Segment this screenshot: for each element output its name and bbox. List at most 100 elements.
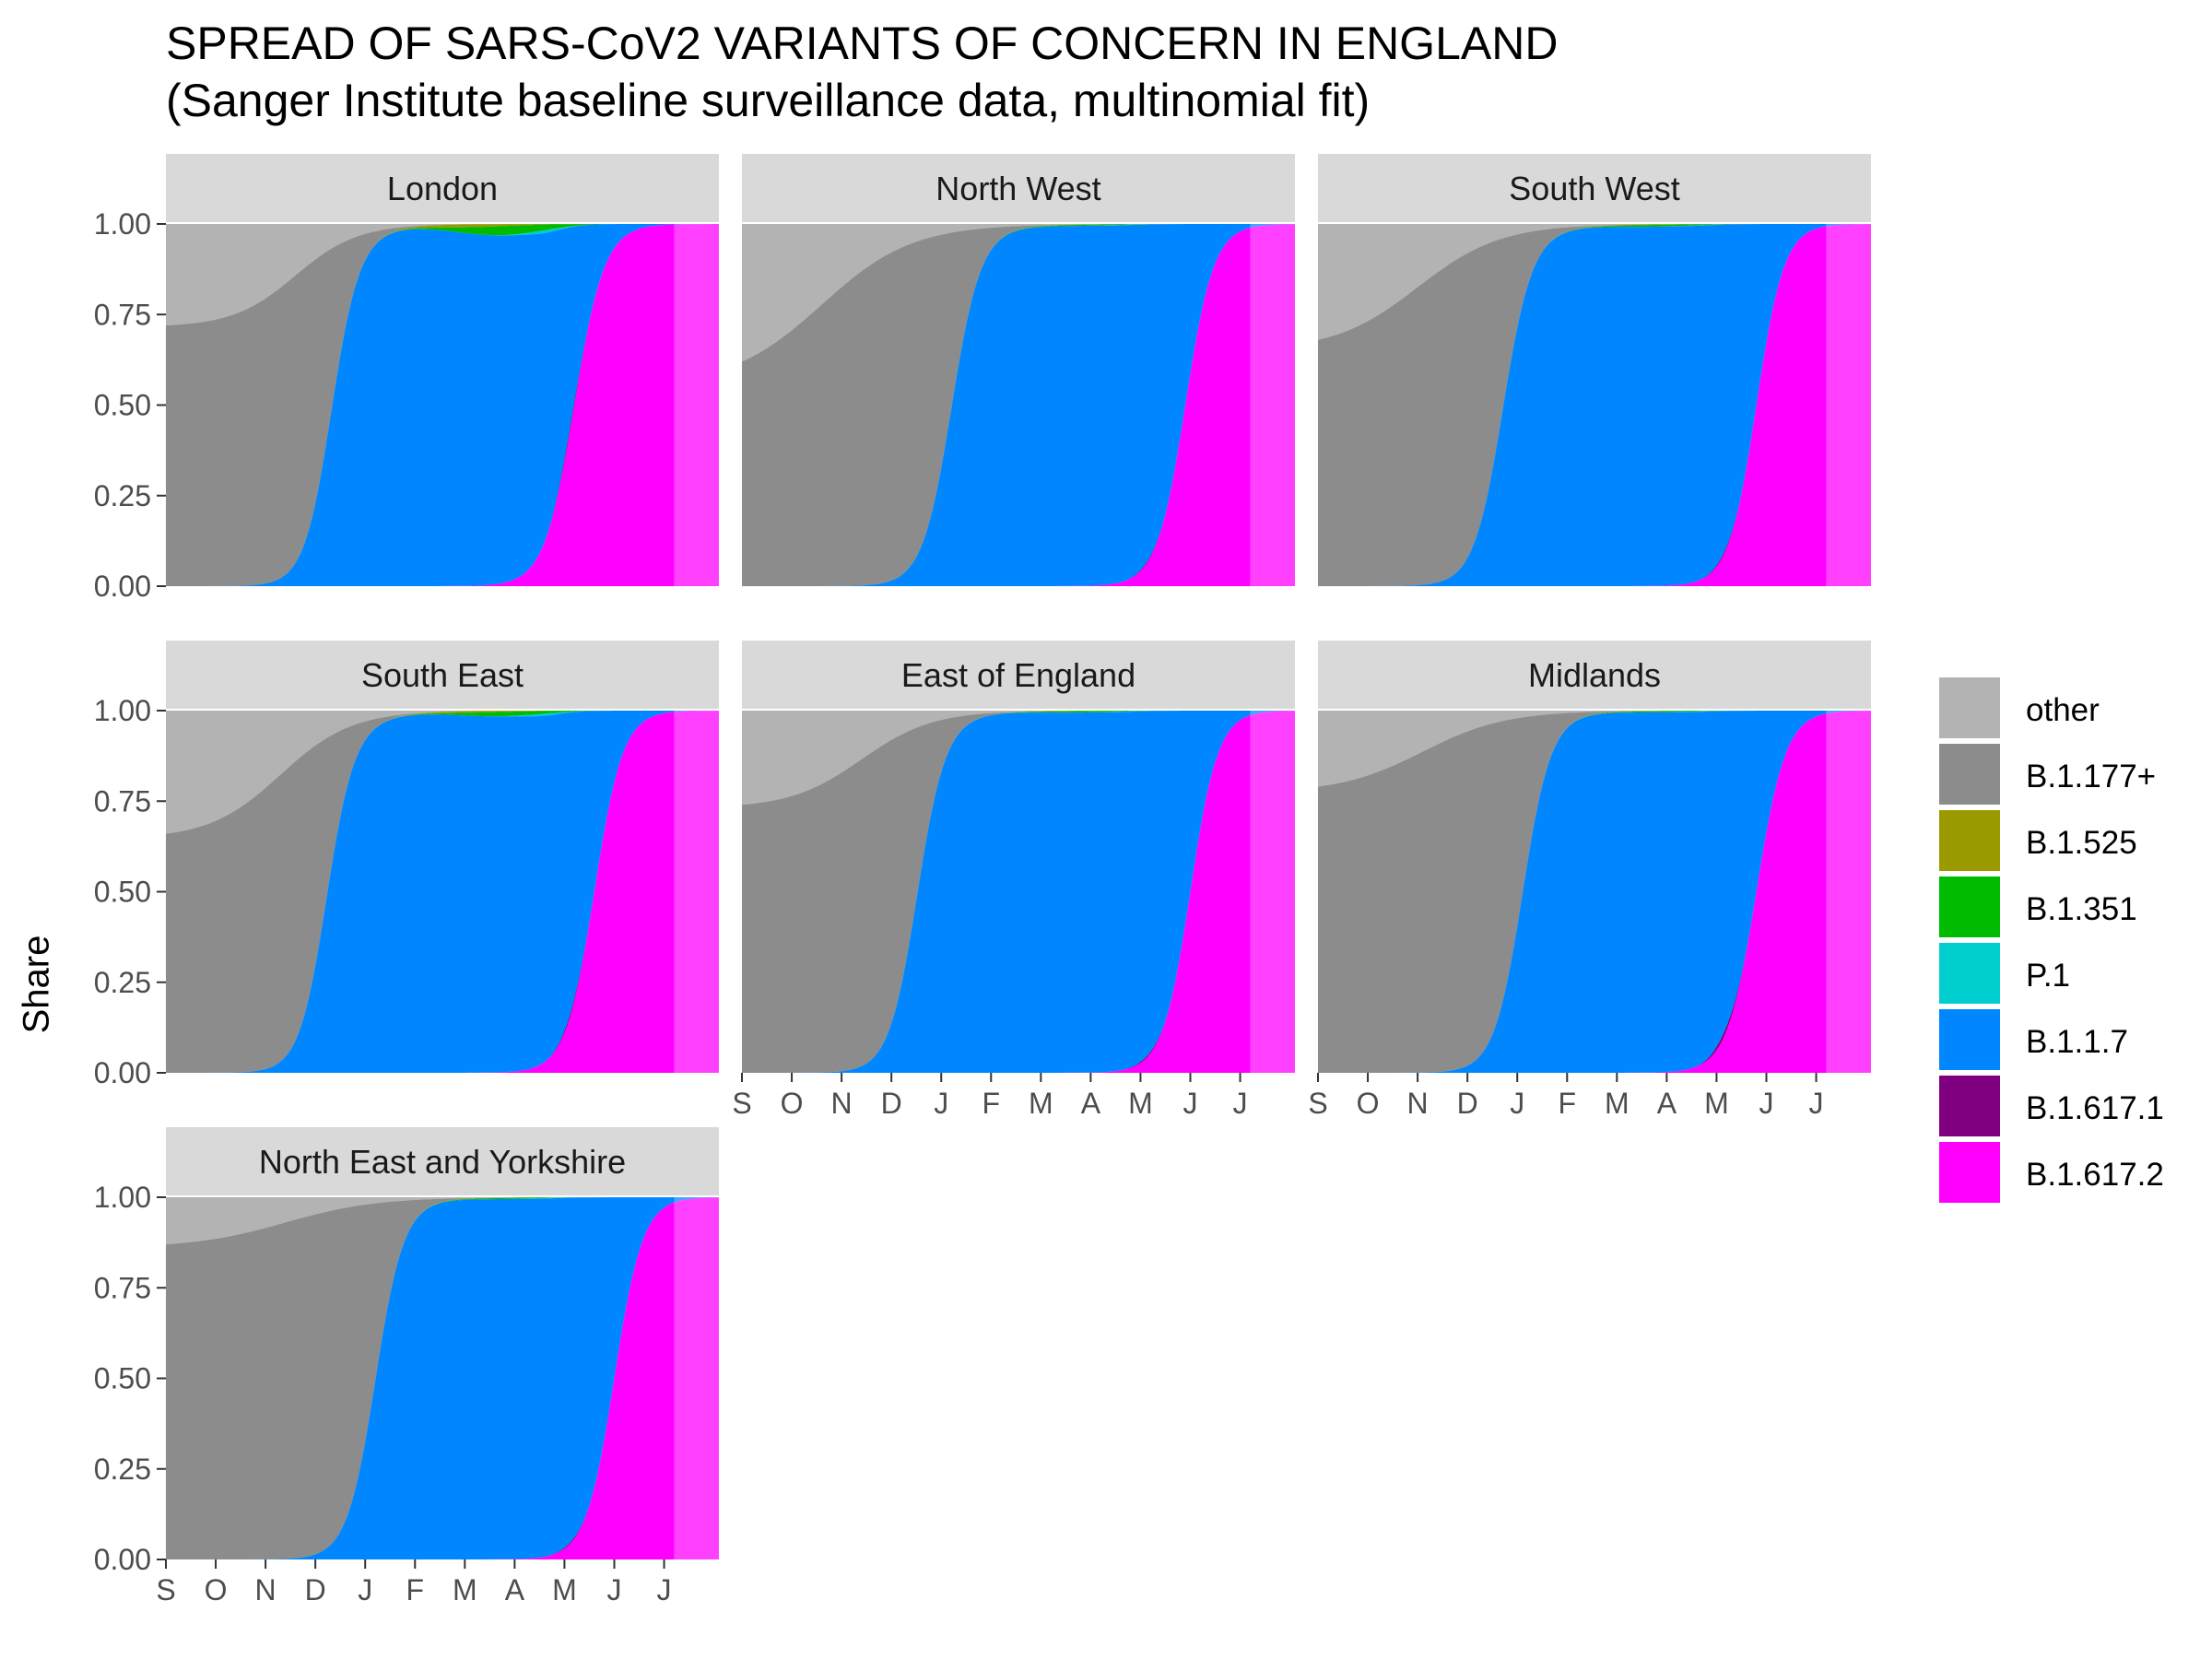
x-tick-label: O	[781, 1087, 804, 1120]
chart-title: SPREAD OF SARS-CoV2 VARIANTS OF CONCERN …	[166, 18, 1559, 69]
x-tick-label: J	[1233, 1087, 1248, 1120]
y-axis: 0.00 0.25 0.50 0.75 1.00	[94, 694, 166, 1089]
x-tick-label: M	[1029, 1087, 1053, 1120]
forecast-shade	[674, 1197, 719, 1559]
x-tick-label: J	[934, 1087, 948, 1120]
legend-key	[1939, 1009, 2000, 1070]
x-tick-label: O	[1357, 1087, 1380, 1120]
panel-strip	[1318, 641, 1871, 709]
legend-label: B.1.617.2	[2026, 1157, 2164, 1193]
x-tick-label: J	[358, 1573, 372, 1606]
legend-key	[1939, 877, 2000, 937]
x-tick-label: N	[831, 1087, 853, 1120]
area-layers	[1318, 711, 1871, 1073]
x-tick-label: J	[657, 1573, 672, 1606]
forecast-shade	[674, 224, 719, 586]
x-tick-label: F	[982, 1087, 1000, 1120]
y-tick-label: 0.75	[94, 298, 151, 331]
y-tick-label: 1.00	[94, 694, 151, 727]
area-b-1-177-	[166, 224, 719, 586]
area-layers	[166, 224, 719, 586]
legend-label: B.1.351	[2026, 891, 2137, 927]
x-tick-label: A	[1657, 1087, 1677, 1120]
y-tick-label: 0.25	[94, 1453, 151, 1486]
legend-key	[1939, 1142, 2000, 1203]
legend-key	[1939, 744, 2000, 805]
y-tick-label: 1.00	[94, 1181, 151, 1214]
area-b-1-1-7	[166, 1197, 719, 1559]
x-tick-label: J	[606, 1573, 621, 1606]
legend-label: B.1.617.1	[2026, 1090, 2164, 1126]
area-other	[742, 224, 1295, 362]
area-b-1-617-2	[1318, 711, 1871, 1073]
y-tick-label: 0.00	[94, 1543, 151, 1576]
area-b-1-177-	[166, 711, 719, 1073]
legend-label: B.1.525	[2026, 825, 2137, 861]
area-b-1-177-	[166, 1197, 719, 1559]
panel-strip	[166, 1127, 719, 1195]
y-tick-label: 0.25	[94, 479, 151, 512]
panel-south-east: South East 0.00 0.25 0.50 0.75 1.00	[94, 641, 719, 1089]
area-layers	[742, 224, 1295, 586]
y-axis-label-wrapper: Share	[17, 935, 57, 1034]
area-other	[1318, 224, 1871, 340]
x-tick-label: N	[1407, 1087, 1429, 1120]
area-other	[166, 1197, 719, 1245]
x-tick-label: D	[881, 1087, 902, 1120]
legend-key	[1939, 810, 2000, 871]
area-b-1-177-	[1318, 711, 1871, 1073]
x-tick-label: S	[1308, 1087, 1327, 1120]
area-b-1-617-2	[166, 711, 719, 1073]
area-b-1-617-2	[742, 711, 1295, 1073]
area-b-1-617-2	[166, 1197, 719, 1559]
y-tick-label: 0.00	[94, 1056, 151, 1089]
x-tick-label: N	[255, 1573, 276, 1606]
y-axis: 0.00 0.25 0.50 0.75 1.00	[94, 207, 166, 603]
panel-strip	[742, 641, 1295, 709]
area-other	[1318, 711, 1871, 787]
x-tick-label: O	[205, 1573, 228, 1606]
x-tick-label: A	[505, 1573, 525, 1606]
x-tick-label: S	[156, 1573, 175, 1606]
area-layers	[166, 1197, 719, 1559]
panel-strip	[742, 154, 1295, 222]
area-other	[166, 224, 719, 325]
legend-key	[1939, 943, 2000, 1004]
area-b-1-617-2	[742, 224, 1295, 586]
panel-title: North West	[935, 170, 1100, 207]
panel-title: London	[387, 170, 498, 207]
area-layers	[1318, 224, 1871, 586]
panel-south-west: South West	[1318, 154, 1871, 586]
area-b-1-1-7	[742, 224, 1295, 586]
legend-label: other	[2026, 692, 2100, 728]
area-b-1-617-2	[166, 224, 719, 586]
y-tick-label: 0.50	[94, 389, 151, 422]
legend-label: B.1.1.7	[2026, 1024, 2128, 1060]
panel-title: South West	[1509, 170, 1679, 207]
x-tick-label: J	[1510, 1087, 1524, 1120]
panel-title: South East	[361, 656, 524, 694]
y-tick-label: 1.00	[94, 207, 151, 241]
area-other	[166, 711, 719, 834]
area-b-1-617-2	[1318, 224, 1871, 586]
area-b-1-1-7	[166, 224, 719, 586]
area-b-1-1-7	[1318, 224, 1871, 586]
y-tick-label: 0.75	[94, 1271, 151, 1304]
panel-strip	[166, 154, 719, 222]
area-b-1-177-	[1318, 224, 1871, 586]
y-tick-label: 0.75	[94, 784, 151, 818]
legend-key	[1939, 677, 2000, 738]
forecast-shade	[1250, 224, 1295, 586]
forecast-shade	[1826, 711, 1871, 1073]
panel-strip	[166, 641, 719, 709]
legend-label: P.1	[2026, 958, 2071, 994]
x-tick-label: M	[1128, 1087, 1153, 1120]
area-b-1-177-	[742, 711, 1295, 1073]
y-tick-label: 0.25	[94, 966, 151, 999]
x-tick-label: M	[1605, 1087, 1630, 1120]
